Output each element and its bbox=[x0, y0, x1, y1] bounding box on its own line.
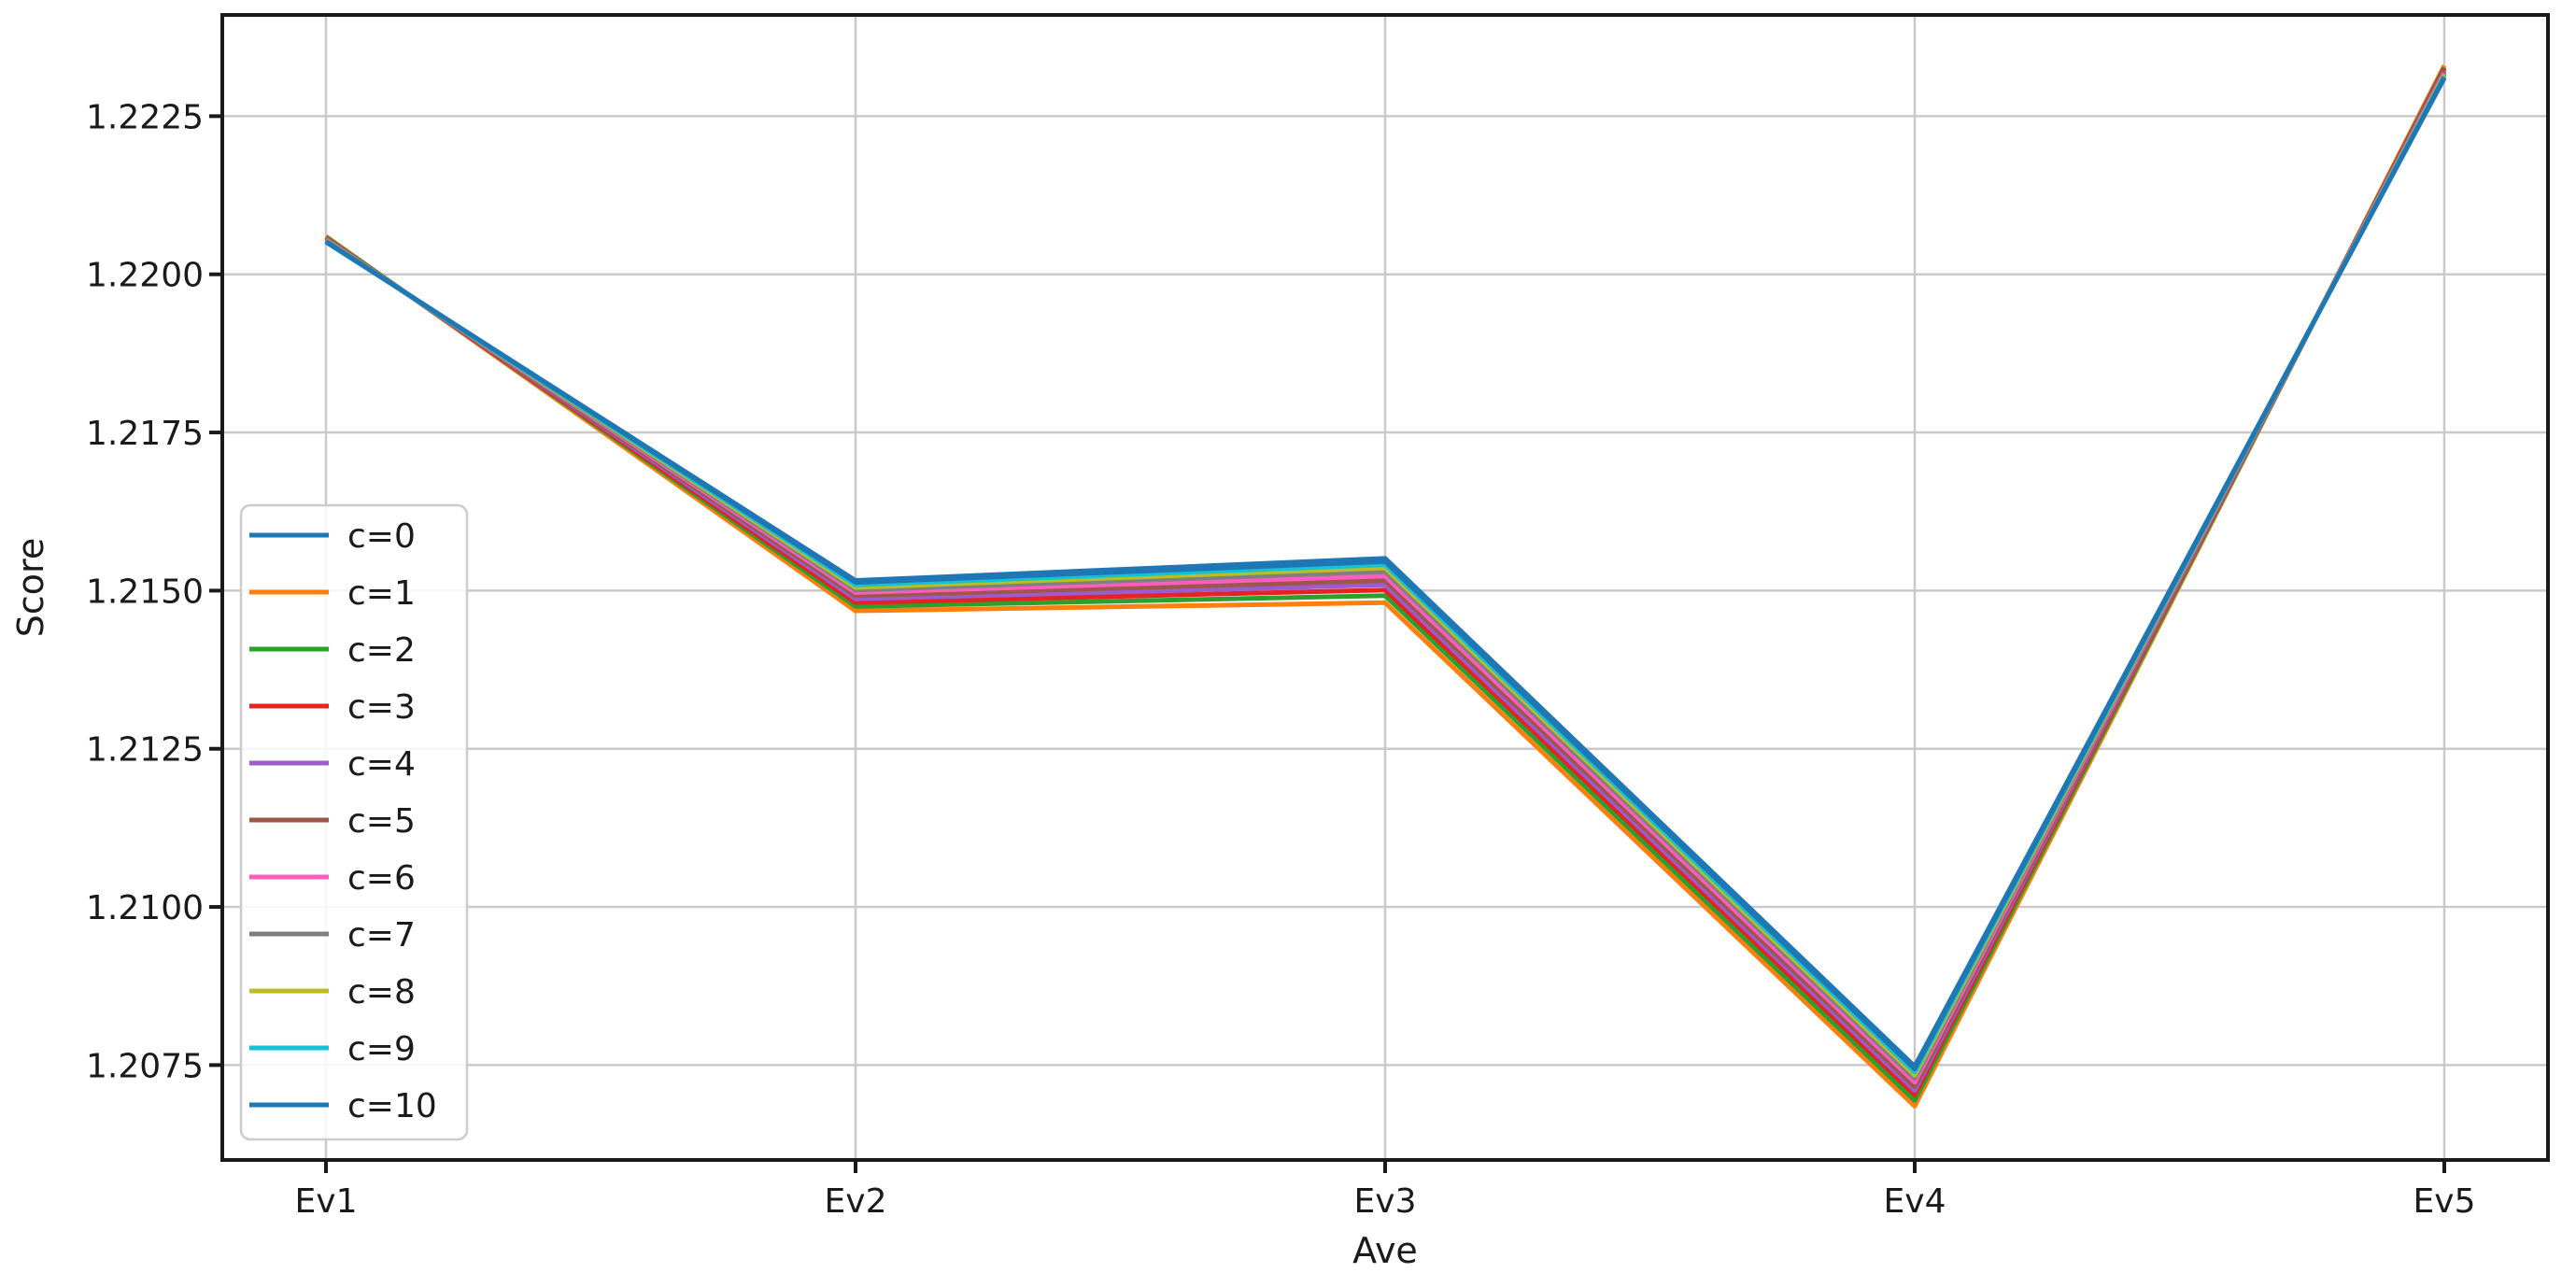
y-tick-label: 1.2225 bbox=[86, 98, 204, 136]
legend-label-c6: c=6 bbox=[347, 859, 416, 898]
legend-label-c8: c=8 bbox=[347, 973, 416, 1011]
legend-label-c2: c=2 bbox=[347, 631, 416, 670]
y-axis-label: Score bbox=[10, 538, 51, 637]
legend-label-c7: c=7 bbox=[347, 916, 416, 955]
legend-box bbox=[239, 503, 469, 1141]
y-tick-label: 1.2100 bbox=[86, 889, 204, 927]
y-tick-label: 1.2150 bbox=[86, 573, 204, 611]
legend-label-c1: c=1 bbox=[347, 574, 416, 613]
axes-layer: Ev1 Ev2 Ev3 Ev4 Ev5 1.2075 1.2100 1.2125 1.2150 1… bbox=[86, 13, 2550, 1221]
y-tick-label: 1.2075 bbox=[86, 1047, 204, 1085]
series-line-c10 bbox=[324, 76, 2447, 1071]
y-tick-label: 1.2175 bbox=[86, 415, 204, 453]
x-tick-label: Ev3 bbox=[1354, 1182, 1417, 1221]
legend: c=0 c=1 c=2 c=3 c=4 c=5 c=6 c=7 c=8 c=9 c=10 bbox=[239, 503, 469, 1141]
x-tick-label: Ev4 bbox=[1884, 1182, 1946, 1221]
legend-label-c9: c=9 bbox=[347, 1030, 416, 1068]
x-axis-label: Ave bbox=[1352, 1230, 1418, 1271]
series-layer bbox=[324, 64, 2447, 1109]
legend-label-c5: c=5 bbox=[347, 802, 416, 841]
legend-label-c4: c=4 bbox=[347, 745, 416, 784]
legend-label-c10: c=10 bbox=[347, 1087, 437, 1125]
x-tick-label: Ev1 bbox=[295, 1182, 358, 1221]
y-tick-label: 1.2200 bbox=[86, 257, 204, 295]
x-tick-label: Ev5 bbox=[2413, 1182, 2476, 1221]
y-tick-label: 1.2125 bbox=[86, 731, 204, 770]
x-tick-label: Ev2 bbox=[825, 1182, 887, 1221]
legend-label-c0: c=0 bbox=[347, 517, 416, 556]
legend-label-c3: c=3 bbox=[347, 688, 416, 727]
